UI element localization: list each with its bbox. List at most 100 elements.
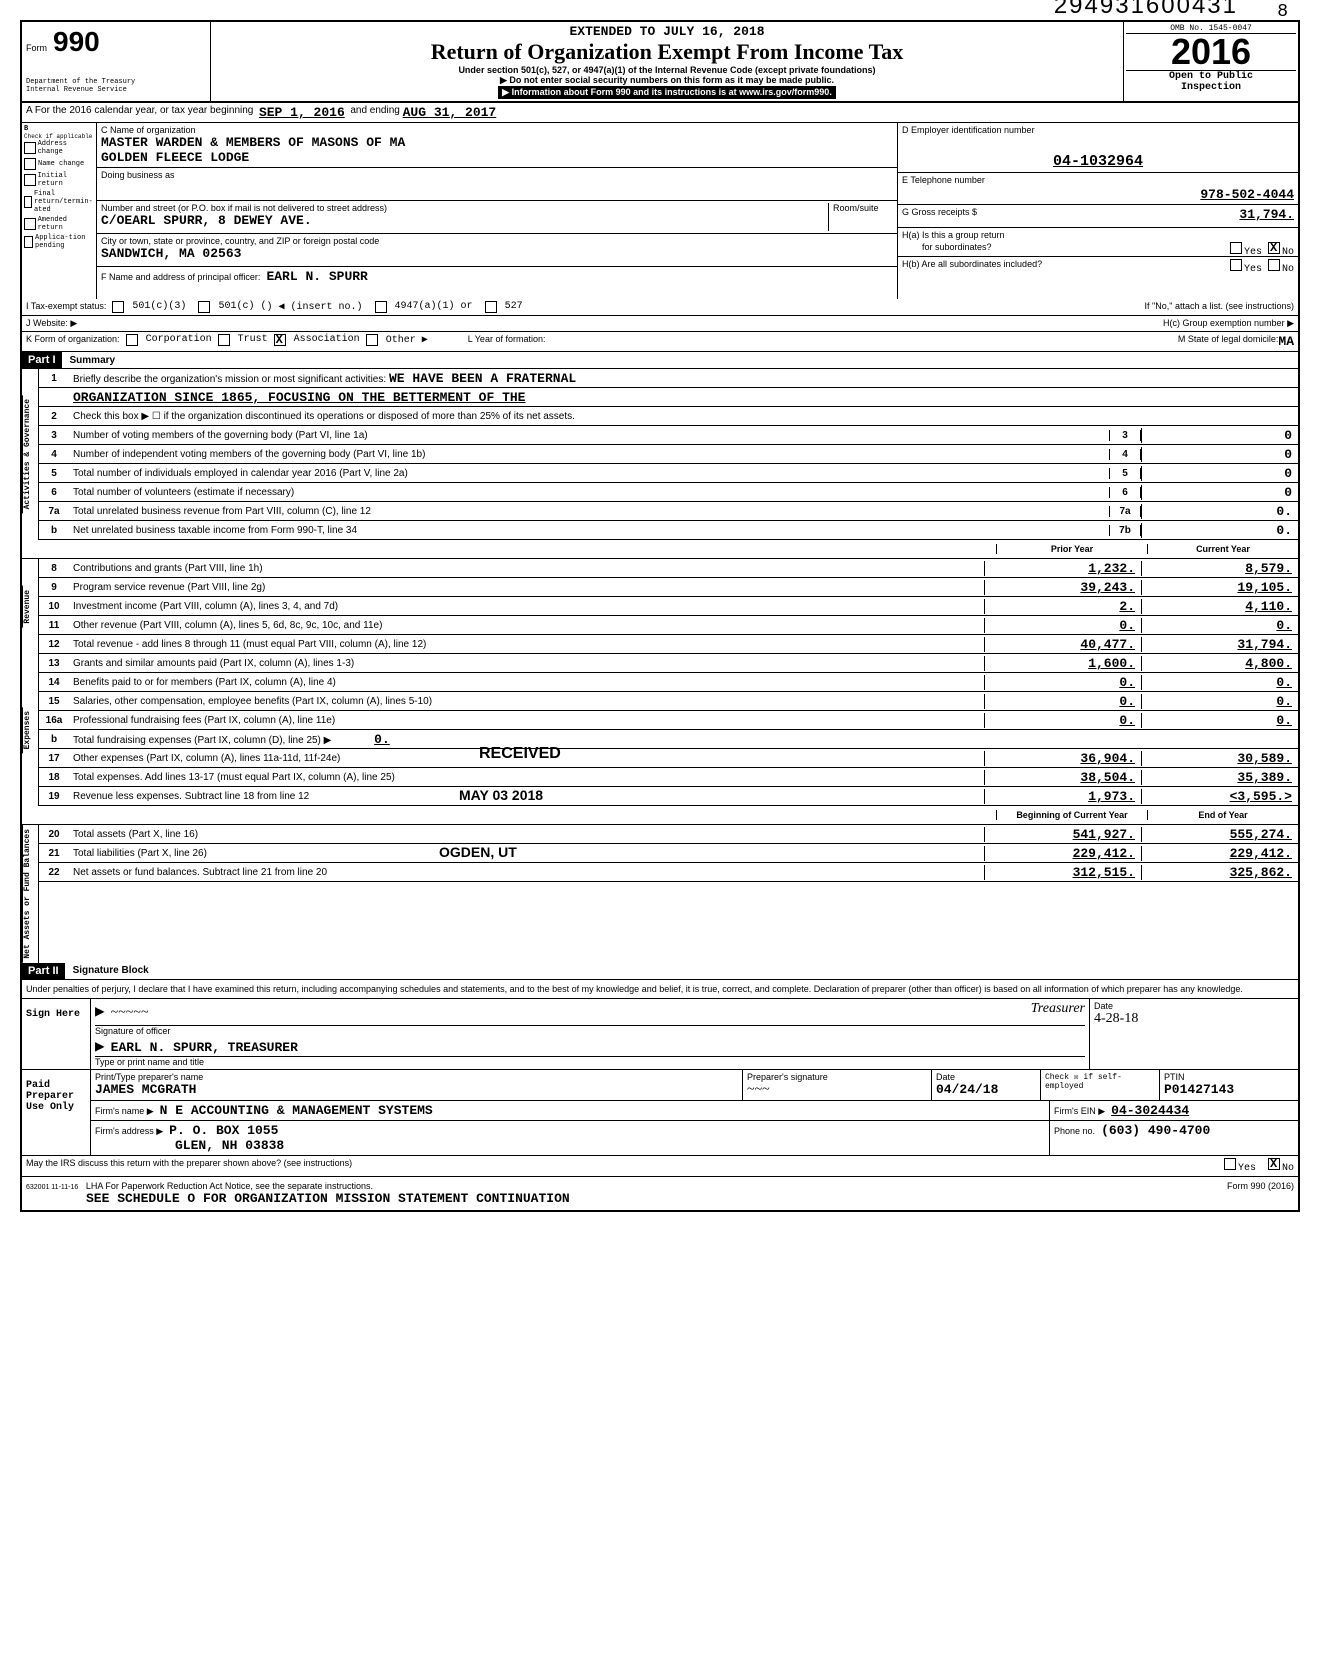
line8-prior: 1,232. — [984, 561, 1141, 576]
i-label: I Tax-exempt status: — [26, 301, 106, 313]
ein-value: 04-1032964 — [902, 153, 1294, 170]
discuss-no-box[interactable] — [1268, 1158, 1280, 1170]
form-id-cell: Form 990 Department of the Treasury Inte… — [22, 22, 211, 101]
501c3-box[interactable] — [112, 301, 124, 313]
section-b-checkboxes: B Check if applicable Address change Nam… — [22, 123, 97, 299]
line22-text: Net assets or fund balances. Subtract li… — [69, 866, 984, 879]
firm-addr2: GLEN, NH 03838 — [175, 1138, 284, 1153]
assoc-box[interactable] — [274, 334, 286, 346]
paid-preparer-row: Paid Preparer Use Only Print/Type prepar… — [22, 1070, 1298, 1156]
checkbox-amended[interactable] — [24, 218, 36, 230]
sig-date-label: Date — [1094, 1001, 1294, 1011]
line-7b: b Net unrelated business taxable income … — [39, 521, 1298, 540]
subtitle-2: ▶ Do not enter social security numbers o… — [215, 75, 1119, 86]
checkbox-application[interactable] — [24, 236, 33, 248]
line2-text: Check this box ▶ ☐ if the organization d… — [69, 410, 1298, 423]
gross-receipts-cell: G Gross receipts $ 31,794. — [898, 205, 1298, 228]
irs-label: Internal Revenue Service — [26, 86, 206, 94]
line-2: 2 Check this box ▶ ☐ if the organization… — [39, 407, 1298, 426]
prep-date: 04/24/18 — [936, 1082, 1036, 1097]
exp-label-text: Expenses — [22, 707, 38, 753]
line-17: 17 Other expenses (Part IX, column (A), … — [39, 749, 1298, 768]
expenses-group: Expenses 13 Grants and similar amounts p… — [22, 654, 1298, 806]
ha-no-box[interactable] — [1268, 242, 1280, 254]
line21-curr: 229,412. — [1141, 846, 1298, 861]
opt-4947: 4947(a)(1) or — [395, 301, 473, 313]
cb-label-1: Name change — [38, 160, 84, 168]
line9-curr: 19,105. — [1141, 580, 1298, 595]
line-19: 19 Revenue less expenses. Subtract line … — [39, 787, 1298, 806]
form-label: Form — [26, 43, 47, 53]
corp-box[interactable] — [126, 334, 138, 346]
org-name-1: MASTER WARDEN & MEMBERS OF MASONS OF MA — [101, 135, 893, 150]
501c-box[interactable] — [198, 301, 210, 313]
form-number: 990 — [53, 26, 100, 57]
prep-sig: ~~~ — [747, 1082, 927, 1098]
line9-text: Program service revenue (Part VIII, line… — [69, 581, 984, 594]
line-15: 15 Salaries, other compensation, employe… — [39, 692, 1298, 711]
treasurer-hand: Treasurer — [1031, 1001, 1085, 1017]
prep-sig-label: Preparer's signature — [747, 1072, 927, 1082]
line8-curr: 8,579. — [1141, 561, 1298, 576]
line16a-prior: 0. — [984, 713, 1141, 728]
line5-text: Total number of individuals employed in … — [69, 467, 1109, 480]
line7b-val: 0. — [1141, 523, 1298, 538]
officer-typed-name: EARL N. SPURR, TREASURER — [111, 1040, 298, 1055]
hb-label: H(b) Are all subordinates included? — [902, 259, 1042, 269]
line1-label: Briefly describe the organization's miss… — [73, 374, 386, 385]
l-label: L Year of formation: — [468, 334, 546, 349]
line11-curr: 0. — [1141, 618, 1298, 633]
ha-yes-box[interactable] — [1230, 242, 1242, 254]
k-label: K Form of organization: — [26, 334, 120, 349]
firm-addr1: P. O. BOX 1055 — [169, 1123, 278, 1138]
net-assets-group: Net Assets or Fund Balances 20 Total ass… — [22, 825, 1298, 963]
ha-sub: for subordinates? — [902, 242, 992, 252]
line18-curr: 35,389. — [1141, 770, 1298, 785]
discuss-yes-box[interactable] — [1224, 1158, 1236, 1170]
line17-curr: 30,589. — [1141, 751, 1298, 766]
line1-text: WE HAVE BEEN A FRATERNAL — [389, 371, 576, 386]
other-box[interactable] — [366, 334, 378, 346]
tax-year: 2016 — [1126, 34, 1296, 70]
section-k: K Form of organization: Corporation Trus… — [22, 332, 1298, 352]
opt-assoc: Association — [294, 334, 360, 349]
signature-scribble: ~~~~~ — [111, 1005, 149, 1020]
right-info-column: D Employer identification number 04-1032… — [897, 123, 1298, 299]
4947-box[interactable] — [375, 301, 387, 313]
line-10: 10 Investment income (Part VIII, column … — [39, 597, 1298, 616]
line13-text: Grants and similar amounts paid (Part IX… — [69, 657, 984, 670]
ha-label: H(a) Is this a group return — [902, 230, 1005, 240]
line11-text: Other revenue (Part VIII, column (A), li… — [69, 619, 984, 632]
section-a-label: A For the 2016 calendar year, or tax yea… — [26, 105, 253, 120]
checkbox-name[interactable] — [24, 158, 36, 170]
ha-cell: H(a) Is this a group return for subordin… — [898, 228, 1298, 257]
check-if: Check if applicable — [24, 133, 94, 140]
checkbox-initial[interactable] — [24, 174, 36, 186]
line13-curr: 4,800. — [1141, 656, 1298, 671]
hb-no-box[interactable] — [1268, 259, 1280, 271]
begin-date: SEP 1, 2016 — [259, 105, 345, 120]
opt-trust: Trust — [238, 334, 268, 349]
527-box[interactable] — [485, 301, 497, 313]
h-note: If "No," attach a list. (see instruction… — [1145, 301, 1294, 313]
street-address: C/OEARL SPURR, 8 DEWEY AVE. — [101, 213, 828, 228]
checkbox-final[interactable] — [24, 196, 32, 208]
line16b-val: 0. — [374, 732, 390, 747]
year-cell: OMB No. 1545-0047 2016 Open to Public In… — [1123, 22, 1298, 101]
hb-yes-box[interactable] — [1230, 259, 1242, 271]
trust-box[interactable] — [218, 334, 230, 346]
begin-year-header: Beginning of Current Year — [996, 810, 1147, 820]
line12-prior: 40,477. — [984, 637, 1141, 652]
line-3: 3 Number of voting members of the govern… — [39, 426, 1298, 445]
line-4: 4 Number of independent voting members o… — [39, 445, 1298, 464]
d-label: D Employer identification number — [902, 125, 1294, 135]
line22-curr: 325,862. — [1141, 865, 1298, 880]
line17-prior: 36,904. — [984, 751, 1141, 766]
discuss-yes: Yes — [1238, 1163, 1256, 1174]
checkbox-address[interactable] — [24, 142, 36, 154]
prep-name: JAMES MCGRATH — [95, 1082, 738, 1097]
line15-text: Salaries, other compensation, employee b… — [69, 695, 984, 708]
year-columns-header: Prior Year Current Year — [22, 540, 1298, 559]
city-label: City or town, state or province, country… — [101, 236, 893, 246]
form-990-page: 294931600431 8 Form 990 Department of th… — [20, 20, 1300, 1212]
